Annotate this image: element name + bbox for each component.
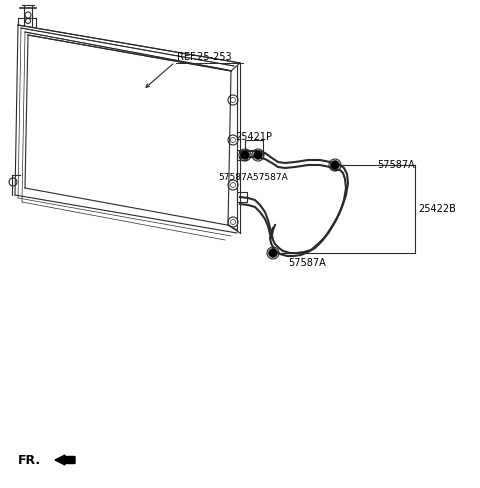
FancyArrow shape	[55, 455, 75, 465]
Circle shape	[268, 248, 277, 258]
Text: 57587A: 57587A	[377, 160, 415, 170]
Circle shape	[331, 161, 339, 169]
Text: 25422B: 25422B	[418, 204, 456, 214]
Text: 57587A: 57587A	[288, 258, 326, 268]
Text: REF.25-253: REF.25-253	[177, 52, 232, 62]
Text: FR.: FR.	[18, 453, 41, 467]
Text: 25421P: 25421P	[236, 132, 273, 142]
Circle shape	[240, 150, 250, 160]
Circle shape	[253, 150, 263, 160]
Text: 57587A57587A: 57587A57587A	[218, 173, 288, 182]
